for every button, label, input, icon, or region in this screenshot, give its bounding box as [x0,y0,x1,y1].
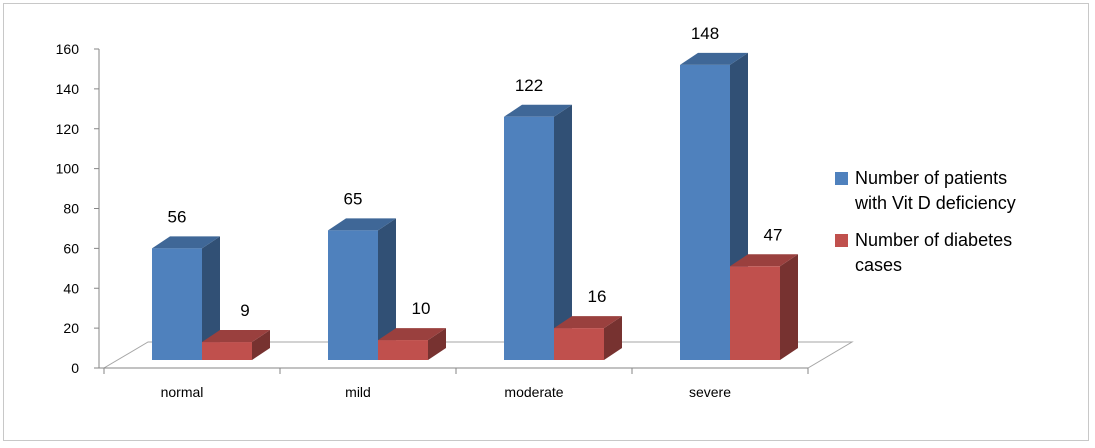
bar-front [202,342,252,360]
data-labels: 56 65 122 148 9 10 16 47 [168,24,783,320]
legend-label: with Vit D deficiency [854,193,1016,213]
legend-swatch [835,234,848,247]
y-tick-label: 80 [63,201,79,217]
legend-label: cases [855,255,902,275]
data-label: 10 [412,299,431,318]
bar-0-normal [152,236,220,360]
bar-1-normal [202,330,270,360]
bars [152,52,798,361]
data-label: 122 [515,76,543,95]
bar-front [730,266,780,360]
data-label: 56 [168,207,187,226]
bar-side [428,328,446,360]
legend-label: Number of diabetes [855,230,1012,250]
bar-0-moderate [504,104,572,360]
bar-front [152,248,202,360]
data-label: 47 [764,225,783,244]
legend: Number of patients with Vit D deficiency N… [835,168,1016,275]
bar-side [252,330,270,360]
bar-front [680,64,730,361]
bar-side [604,316,622,360]
bar-1-severe [730,254,798,360]
y-tick-label: 60 [63,240,79,256]
bar-side [378,218,396,360]
bar-1-moderate [554,316,622,360]
y-tick-label: 160 [56,41,80,57]
x-tick-label: normal [161,384,204,400]
bar-front [378,340,428,360]
y-tick-label: 100 [56,161,80,177]
bar-side [554,104,572,360]
bar-front [554,328,604,360]
data-label: 65 [344,189,363,208]
bar-top [504,104,572,117]
data-label: 148 [691,24,719,43]
bar-top [554,316,622,329]
bar-top [202,330,270,343]
chart-frame: 0 20 40 60 80 100 120 140 160 normal mild moderate s… [3,3,1089,441]
y-tick-label: 40 [63,280,79,296]
bar-side [780,254,798,360]
bar-chart: 0 20 40 60 80 100 120 140 160 normal mild moderate s… [56,24,1016,400]
x-tick-label: moderate [504,384,563,400]
data-label: 16 [588,287,607,306]
legend-label: Number of patients [855,168,1007,188]
bar-front [504,116,554,360]
bar-side [202,236,220,360]
bar-top [328,218,396,231]
bar-0-mild [328,218,396,360]
legend-swatch [835,172,848,185]
y-tick-label: 20 [63,320,79,336]
bar-top [680,52,748,65]
bar-top [730,254,798,267]
bar-top [378,328,446,341]
axes: 0 20 40 60 80 100 120 140 160 normal mild moderate s… [56,41,809,400]
bar-top [152,236,220,249]
y-tick-label: 0 [71,360,79,376]
data-label: 9 [240,301,249,320]
x-tick-label: severe [689,384,731,400]
bar-front [328,230,378,360]
bar-1-mild [378,328,446,360]
y-tick-label: 140 [56,81,80,97]
y-tick-label: 120 [56,121,80,137]
x-tick-label: mild [345,384,371,400]
